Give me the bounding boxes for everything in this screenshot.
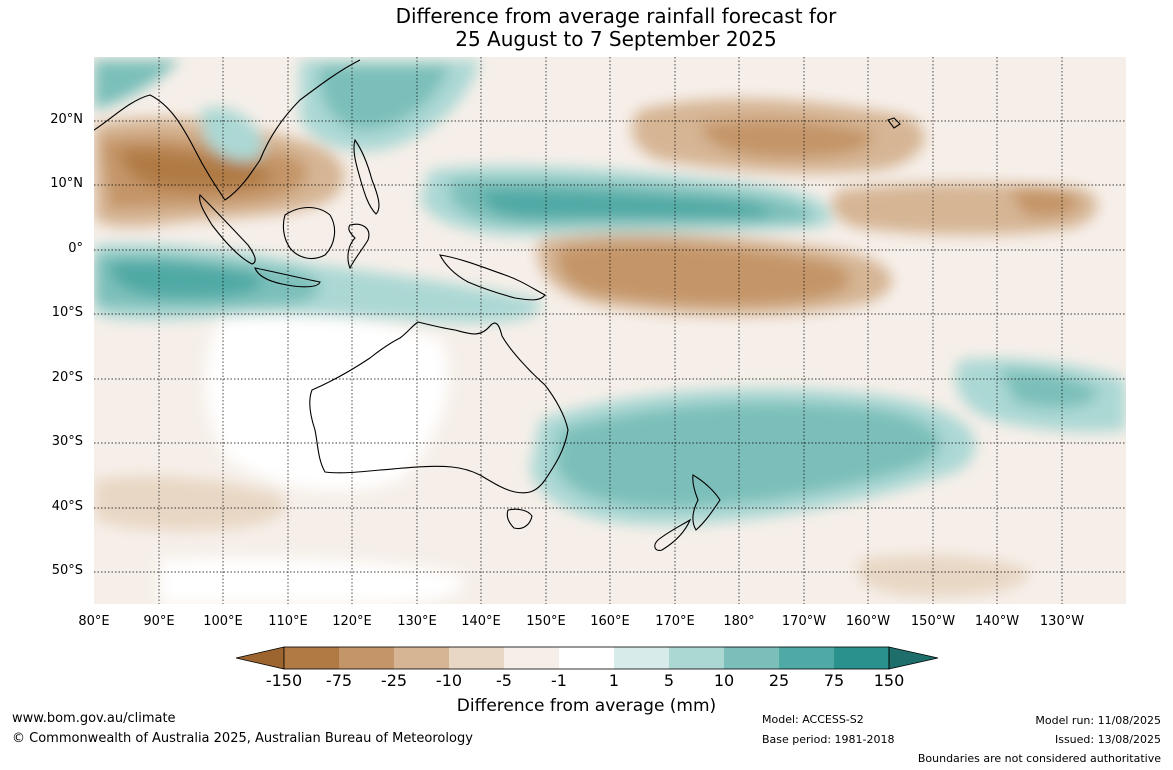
colorbar-swatch xyxy=(284,647,339,669)
lon-label: 180° xyxy=(723,614,755,629)
philippines-coast xyxy=(353,138,380,215)
mainland-asia-coast xyxy=(94,59,361,201)
colorbar-label: -1 xyxy=(551,671,567,690)
graticule xyxy=(94,57,1126,604)
colorbar-label: 1 xyxy=(608,671,620,690)
lon-label: 140°W xyxy=(974,614,1020,629)
colorbar-label: 150 xyxy=(873,671,905,690)
colorbar-swatch xyxy=(669,647,724,669)
colorbar-extend-high xyxy=(888,646,939,670)
colorbar-swatch xyxy=(779,647,834,669)
lon-label: 80°E xyxy=(78,614,110,629)
issued-text: Issued: 13/08/2025 xyxy=(1054,733,1161,746)
hawaii-coast xyxy=(887,117,901,129)
sulawesi-coast xyxy=(347,223,370,270)
borneo-coast xyxy=(282,206,336,260)
tasmania-coast xyxy=(506,508,533,530)
map-title: Difference from average rainfall forecas… xyxy=(0,5,1173,51)
colorbar-label: 10 xyxy=(713,671,735,690)
colorbar-swatch xyxy=(504,647,559,669)
colorbar-label: -75 xyxy=(325,671,353,690)
colorbar-label: -5 xyxy=(496,671,512,690)
colorbar-swatch xyxy=(449,647,504,669)
lat-label: 40°S xyxy=(51,499,83,514)
coastlines xyxy=(94,59,901,551)
lat-label: 50°S xyxy=(51,563,83,578)
lon-label: 110°E xyxy=(268,614,308,629)
title-line-2: 25 August to 7 September 2025 xyxy=(455,27,777,51)
colorbar-label: -10 xyxy=(435,671,463,690)
colorbar-swatch xyxy=(394,647,449,669)
lon-label: 130°E xyxy=(397,614,437,629)
colorbar-extend-low xyxy=(235,646,285,670)
colorbar-label: -150 xyxy=(265,671,303,690)
lon-label: 160°E xyxy=(590,614,630,629)
lon-label: 100°E xyxy=(203,614,243,629)
lat-label: 30°S xyxy=(51,434,83,449)
copyright-text: © Commonwealth of Australia 2025, Austra… xyxy=(12,731,473,746)
lat-label: 20°S xyxy=(51,370,83,385)
colorbar-label: -25 xyxy=(380,671,408,690)
colorbar-swatch xyxy=(724,647,779,669)
colorbar-swatch xyxy=(614,647,669,669)
colorbar-label: 75 xyxy=(823,671,845,690)
australia-coast xyxy=(309,321,569,494)
lat-label: 0° xyxy=(68,241,83,256)
lon-label: 170°E xyxy=(655,614,695,629)
lat-label: 10°N xyxy=(50,176,83,191)
anomaly-shading xyxy=(94,60,1126,604)
new-zealand-north-coast xyxy=(692,474,721,531)
model-run-text: Model run: 11/08/2025 xyxy=(1035,714,1161,727)
colorbar-swatch xyxy=(559,647,614,669)
colorbar xyxy=(235,646,939,670)
lon-label: 90°E xyxy=(143,614,175,629)
lon-label: 140°E xyxy=(461,614,501,629)
model-text: Model: ACCESS-S2 xyxy=(762,713,864,726)
lon-label: 150°E xyxy=(526,614,566,629)
lon-label: 120°E xyxy=(332,614,372,629)
title-line-1: Difference from average rainfall forecas… xyxy=(395,4,837,28)
base-period-text: Base period: 1981-2018 xyxy=(762,733,895,746)
anomaly-field xyxy=(94,57,1126,604)
sumatra-coast xyxy=(199,193,256,265)
lon-label: 170°W xyxy=(781,614,827,629)
lat-label: 10°S xyxy=(51,305,83,320)
java-coast xyxy=(254,267,321,288)
colorbar-title: Difference from average (mm) xyxy=(456,696,717,716)
lat-label: 20°N xyxy=(50,112,83,127)
new-zealand-south-coast xyxy=(654,518,692,551)
lon-label: 130°W xyxy=(1039,614,1085,629)
disclaimer-text: Boundaries are not considered authoritat… xyxy=(917,752,1161,765)
colorbar-swatch xyxy=(834,647,889,669)
colorbar-outline xyxy=(283,646,890,670)
lon-label: 150°W xyxy=(910,614,956,629)
lon-label: 160°W xyxy=(845,614,891,629)
colorbar-label: 5 xyxy=(663,671,675,690)
new-guinea-coast xyxy=(439,254,546,301)
colorbar-swatch xyxy=(339,647,394,669)
website-link[interactable]: www.bom.gov.au/climate xyxy=(12,711,176,726)
colorbar-label: 25 xyxy=(768,671,790,690)
